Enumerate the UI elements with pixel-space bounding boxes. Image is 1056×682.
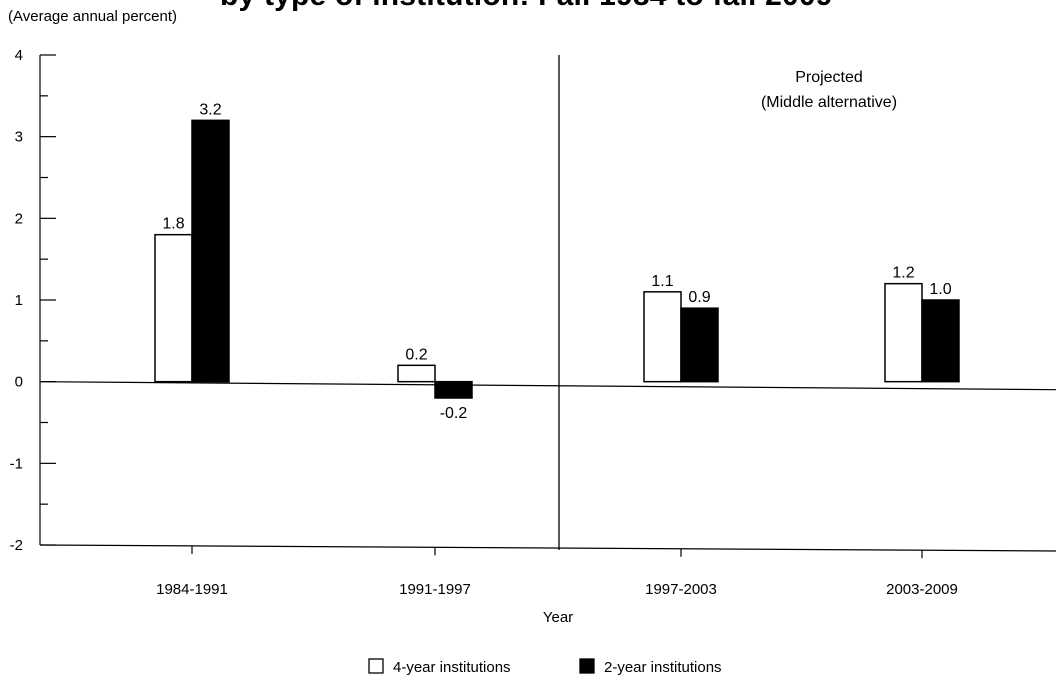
chart-title: by type of institution: Fall 1984 to fal… — [220, 0, 920, 13]
bar-value-label: 1.8 — [162, 216, 184, 233]
y-tick-label: 0 — [15, 374, 23, 391]
projection-annotation: (Middle alternative) — [761, 94, 897, 111]
x-tick-label: 1984-1991 — [156, 581, 228, 598]
bar — [680, 307, 719, 383]
bar-value-label: 1.1 — [651, 273, 673, 290]
bar — [191, 119, 230, 383]
legend-swatch — [368, 658, 384, 674]
bar-value-label: 1.0 — [929, 281, 951, 298]
y-tick-label: 1 — [15, 292, 23, 309]
bar — [397, 364, 436, 383]
bar-value-label: -0.2 — [440, 405, 468, 422]
bar-value-label: 0.9 — [688, 289, 710, 306]
x-axis-line — [39, 544, 1056, 552]
bar — [643, 291, 682, 383]
legend: 4-year institutions 2-year institutions — [368, 658, 722, 676]
bars-layer — [154, 119, 960, 399]
bar — [884, 282, 923, 383]
y-tick-label: 3 — [15, 129, 23, 146]
y-tick-label: 4 — [15, 47, 23, 64]
x-tick-label: 1991-1997 — [399, 581, 471, 598]
axes-layer: -2 -1 0 1 2 3 4 1984-1991 1991-1997 1997-2003 2003… — [10, 47, 1056, 626]
y-axis-label: (Average annual percent) — [8, 8, 177, 25]
x-axis-label: Year — [543, 609, 573, 626]
bar-value-label: 3.2 — [199, 101, 221, 118]
y-tick-label: -1 — [10, 455, 23, 472]
bar — [154, 233, 193, 383]
bar — [921, 299, 960, 383]
y-tick-label: -2 — [10, 537, 23, 554]
legend-swatch — [579, 658, 595, 674]
y-tick-label: 2 — [15, 210, 23, 227]
legend-label: 2-year institutions — [604, 659, 722, 676]
bar-value-label: 0.2 — [405, 346, 427, 363]
legend-label: 4-year institutions — [393, 659, 511, 676]
zero-baseline — [39, 381, 1056, 391]
bar — [434, 380, 473, 399]
x-tick-label: 2003-2009 — [886, 581, 958, 598]
x-tick-label: 1997-2003 — [645, 581, 717, 598]
labels-layer: Projected (Middle alternative) 1.8 0.2 1.1 1.… — [162, 69, 951, 422]
projection-annotation: Projected — [795, 69, 863, 86]
bar-value-label: 1.2 — [892, 265, 914, 282]
